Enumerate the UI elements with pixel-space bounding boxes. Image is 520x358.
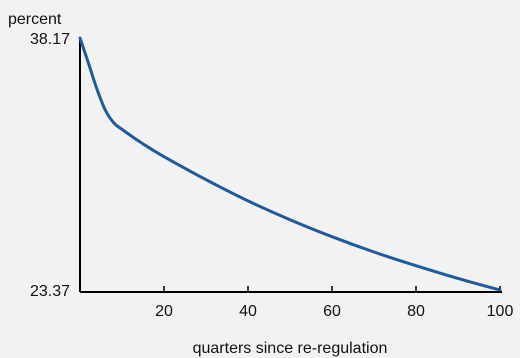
x-tick-label: 100 — [487, 303, 514, 320]
series-line — [78, 36, 502, 292]
x-tick-label: 40 — [239, 303, 257, 320]
y-axis-title: percent — [8, 11, 62, 28]
y-tick-label: 38.17 — [30, 31, 70, 48]
plot-lines — [78, 36, 502, 292]
x-axis-title: quarters since re-regulation — [193, 340, 388, 357]
x-tick-label: 60 — [323, 303, 341, 320]
y-tick-label: 23.37 — [30, 283, 70, 300]
x-tick-label: 80 — [407, 303, 425, 320]
y-ticks: 23.37 38.17 — [30, 31, 70, 300]
x-tick-label: 20 — [155, 303, 173, 320]
x-ticks: 20 40 60 80 100 — [155, 286, 513, 320]
